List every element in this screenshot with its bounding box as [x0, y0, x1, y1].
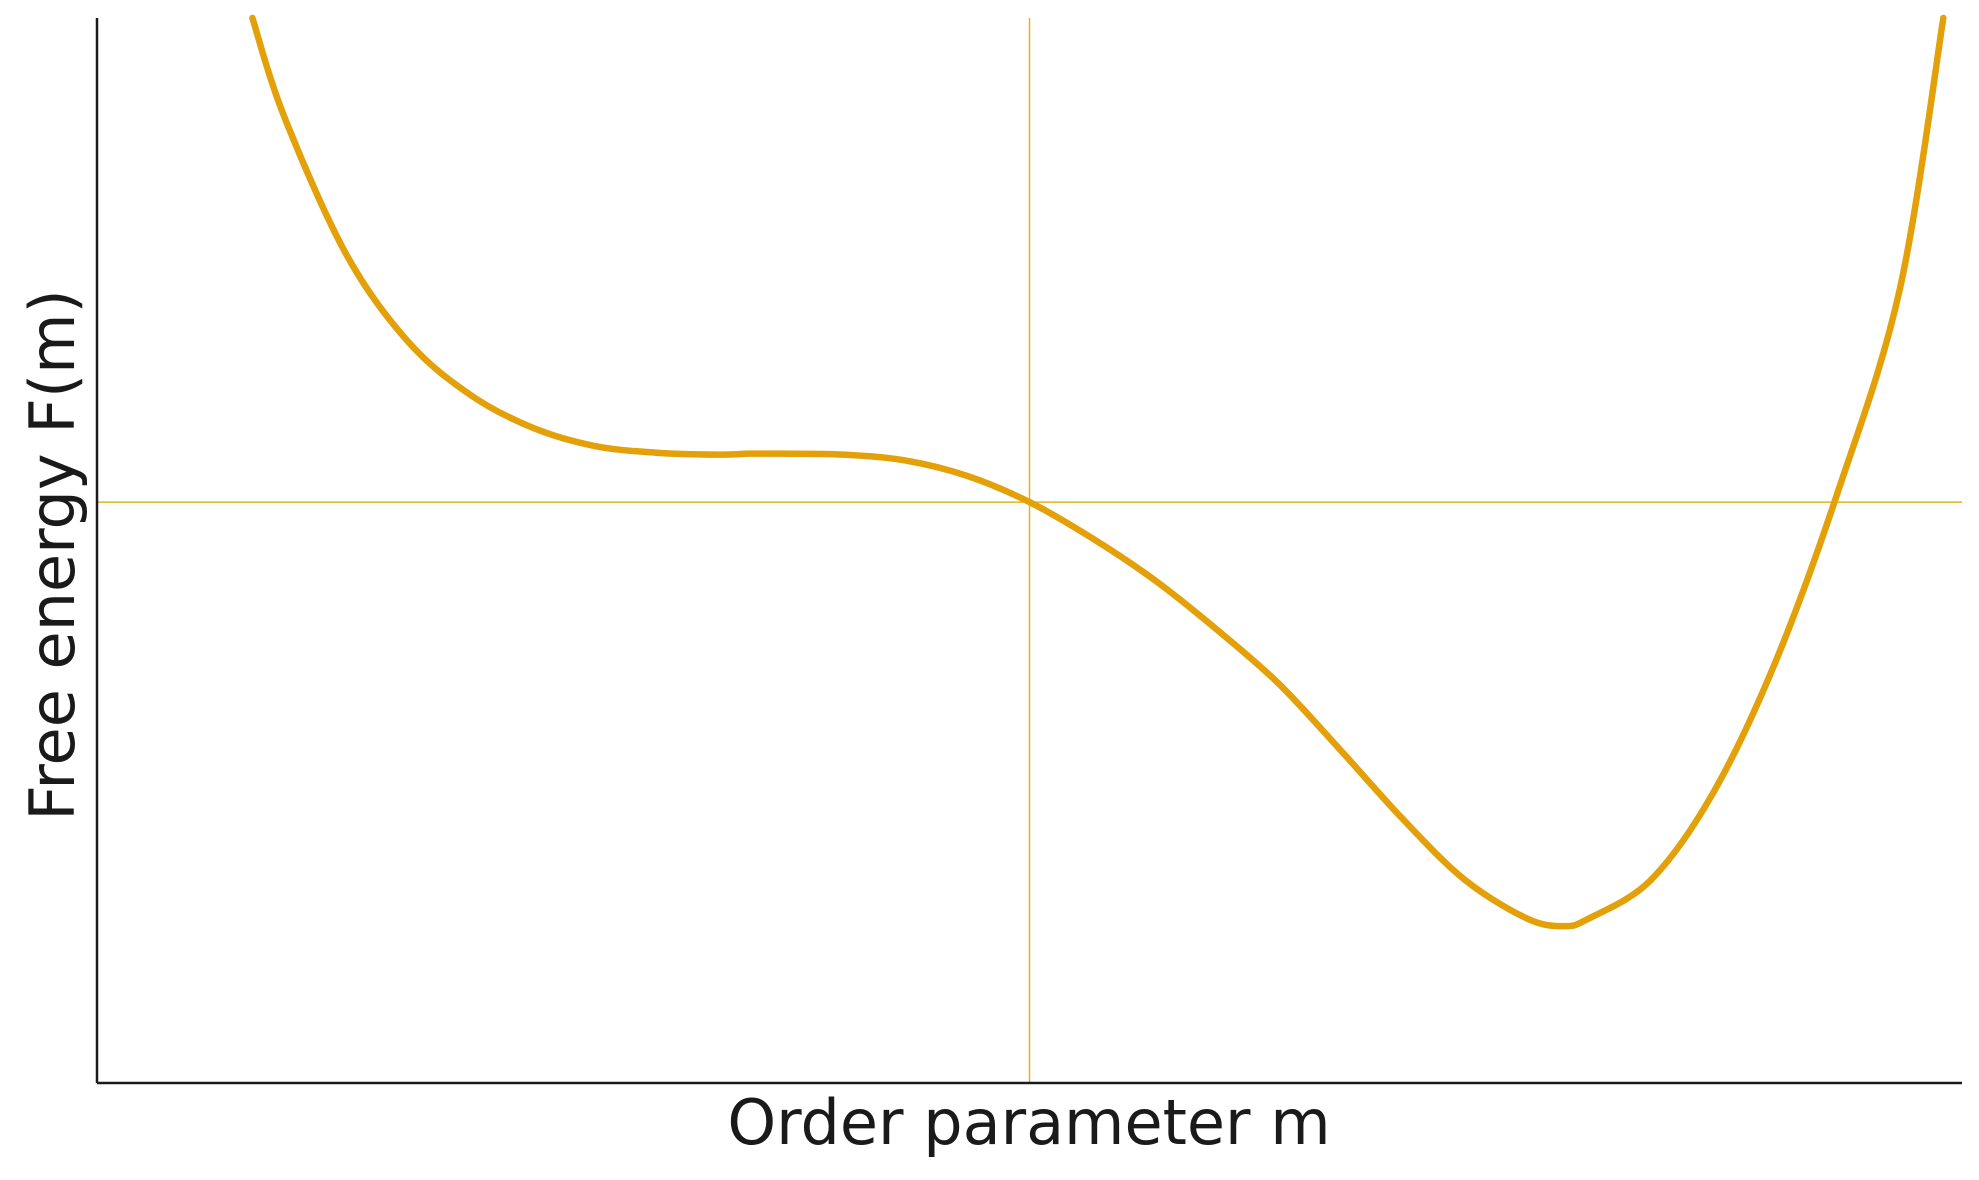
y-axis-label: Free energy F(m): [16, 289, 89, 820]
reference-lines: [97, 18, 1962, 1083]
x-axis-label: Order parameter m: [727, 1086, 1330, 1159]
free-energy-curve: [249, 14, 1947, 930]
axes: [95, 18, 1962, 1085]
series: [249, 14, 1947, 930]
